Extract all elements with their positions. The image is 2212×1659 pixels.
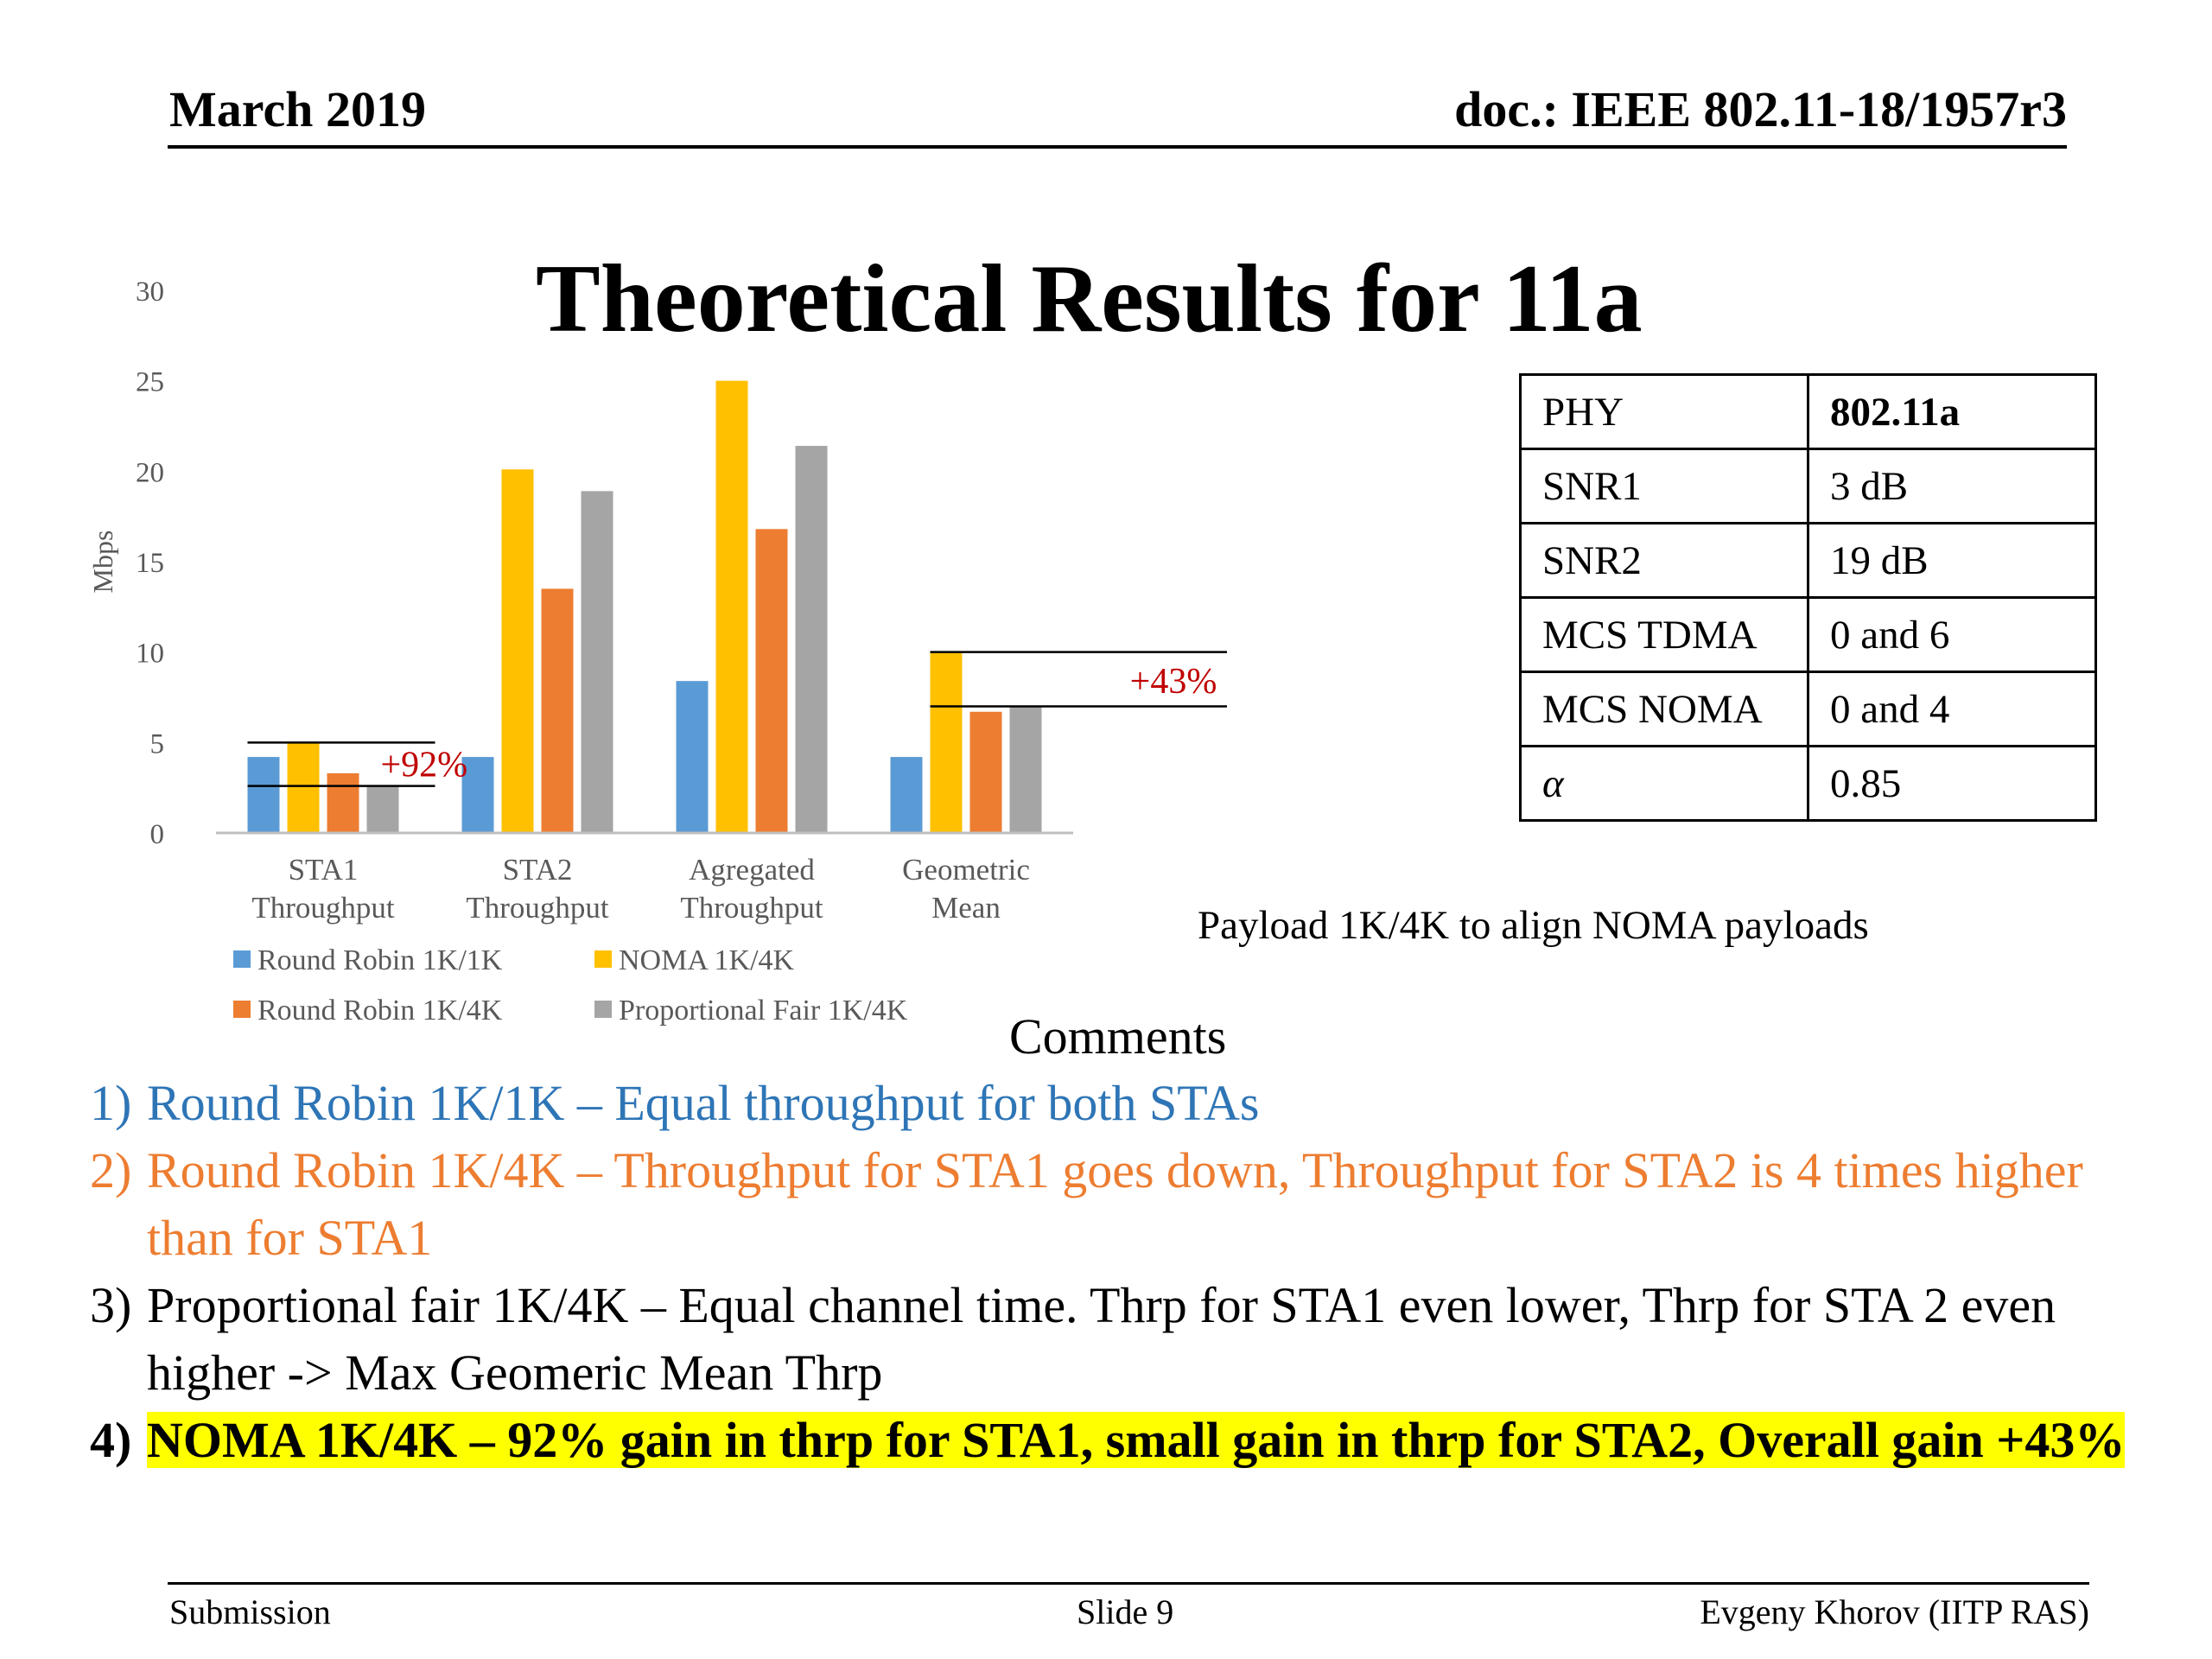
table-row: PHY 802.11a [1519, 373, 2097, 450]
throughput-bar-chart: 0 5 10 15 20 25 30 Mbps STA1 Throughput STA2 Throug… [87, 276, 1227, 1027]
comment-text: Round Robin 1K/1K – Equal throughput for… [147, 1075, 1260, 1131]
table-row: α 0.85 [1519, 745, 2097, 822]
bar-4 [1009, 706, 1042, 833]
y-tick-label: 15 [136, 548, 164, 579]
annotation-label: +43% [1130, 662, 1217, 702]
x-tick-label: Throughput [251, 891, 395, 925]
legend-label: Round Robin 1K/1K [257, 944, 503, 976]
footer-slide-number: Slide 9 [1077, 1592, 1174, 1631]
bar-2 [501, 469, 534, 833]
y-tick-label: 0 [150, 819, 165, 850]
param-name: α [1519, 745, 1809, 822]
param-value: 0 and 4 [1807, 671, 2097, 747]
list-item: 2) Round Robin 1K/4K – Throughput for ST… [90, 1137, 2181, 1272]
x-tick-label: Agregated [689, 853, 815, 887]
comments-heading: Comments [1009, 1008, 1227, 1065]
param-value: 0 and 6 [1807, 596, 2097, 673]
bar-1 [461, 757, 494, 833]
x-tick-label: STA1 [289, 853, 359, 887]
legend-swatch [594, 1001, 612, 1018]
comment-text: Round Robin 1K/4K – Throughput for STA1 … [147, 1142, 2083, 1266]
y-tick-label: 25 [136, 367, 164, 398]
bar-3 [327, 772, 359, 833]
footer-submission: Submission [169, 1592, 331, 1631]
y-tick-label: 20 [136, 457, 164, 488]
slide-title: Theoretical Results for 11a [536, 245, 1643, 353]
y-tick-label: 5 [150, 728, 165, 760]
bar-4 [366, 785, 399, 833]
legend-swatch [233, 1001, 251, 1018]
list-number: 2) [90, 1142, 132, 1198]
x-tick-label: Mean [931, 891, 1001, 925]
list-item: 1) Round Robin 1K/1K – Equal throughput … [90, 1070, 2181, 1137]
param-name: SNR2 [1519, 522, 1809, 599]
legend-swatch [233, 950, 251, 968]
param-name: SNR1 [1519, 448, 1809, 524]
x-tick-label: Geometric [902, 853, 1030, 887]
bar-1 [247, 757, 280, 833]
y-axis-label: Mbps [87, 531, 118, 594]
legend-swatch [594, 950, 612, 968]
x-tick-label: Throughput [466, 891, 609, 925]
param-name: MCS TDMA [1519, 596, 1809, 673]
bar-3 [755, 529, 788, 833]
footer-author: Evgeny Khorov (IITP RAS) [1700, 1592, 2089, 1631]
list-number: 1) [90, 1075, 132, 1131]
bar-4 [795, 446, 828, 833]
list-number: 3) [90, 1277, 132, 1333]
list-item: 4) NOMA 1K/4K – 92% gain in thrp for STA… [90, 1407, 2181, 1474]
bar-1 [890, 757, 923, 833]
y-tick-label: 10 [136, 639, 164, 670]
comments-list: 1) Round Robin 1K/1K – Equal throughput … [90, 1070, 2181, 1474]
y-tick-label: 30 [136, 276, 164, 308]
x-tick-label: STA2 [503, 853, 573, 887]
bar-1 [676, 681, 709, 833]
header-doc-id: doc.: IEEE 802.11-18/1957r3 [1454, 81, 2067, 137]
parameter-table: PHY 802.11a SNR1 3 dB SNR2 19 dB MCS TDM… [1519, 373, 2097, 822]
param-name: PHY [1519, 373, 1809, 450]
payload-note: Payload 1K/4K to align NOMA payloads [1198, 903, 1869, 948]
header-divider [168, 145, 2067, 149]
annotation-label: +92% [381, 745, 468, 785]
comment-text: Proportional fair 1K/4K – Equal channel … [147, 1277, 2056, 1401]
bar-2 [287, 742, 320, 833]
bar-2 [715, 380, 748, 833]
list-number: 4) [90, 1412, 132, 1468]
bar-4 [581, 491, 613, 833]
header-date: March 2019 [169, 81, 426, 137]
footer-divider [168, 1582, 2089, 1585]
highlighted-comment-text: NOMA 1K/4K – 92% gain in thrp for STA1, … [147, 1412, 2126, 1468]
legend-label: Proportional Fair 1K/4K [619, 995, 908, 1027]
bar-3 [541, 588, 574, 833]
bar-2 [930, 652, 963, 833]
bar-3 [969, 711, 1002, 833]
param-value: 0.85 [1807, 745, 2097, 822]
param-value: 19 dB [1807, 522, 2097, 599]
param-value: 3 dB [1807, 448, 2097, 524]
table-row: MCS NOMA 0 and 4 [1519, 671, 2097, 747]
x-tick-label: Throughput [680, 891, 823, 925]
table-row: SNR2 19 dB [1519, 522, 2097, 599]
param-name: MCS NOMA [1519, 671, 1809, 747]
legend-label: NOMA 1K/4K [619, 944, 795, 976]
param-value: 802.11a [1807, 373, 2097, 450]
legend-label: Round Robin 1K/4K [257, 995, 503, 1027]
table-row: SNR1 3 dB [1519, 448, 2097, 524]
table-row: MCS TDMA 0 and 6 [1519, 596, 2097, 673]
list-item: 3) Proportional fair 1K/4K – Equal chann… [90, 1272, 2181, 1407]
